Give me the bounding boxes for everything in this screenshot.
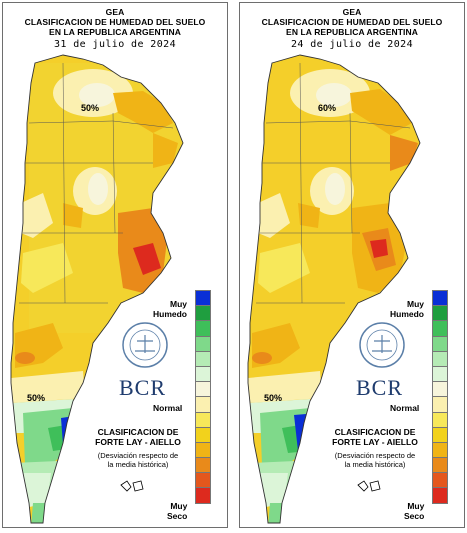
classification-subtitle: (Desviación respecto de la media históri… bbox=[320, 451, 430, 469]
legend-swatch bbox=[432, 350, 448, 367]
classification-title: CLASIFICACION DE FORTE LAY - AIELLO bbox=[320, 427, 430, 447]
legend-top-line2: Humedo bbox=[390, 309, 424, 319]
legend-top-line2: Humedo bbox=[153, 309, 187, 319]
classification-title-line1: CLASIFICACION DE bbox=[334, 427, 416, 437]
legend-swatch bbox=[432, 472, 448, 489]
map-panel-july-31: GEA CLASIFICACION DE HUMEDAD DEL SUELO E… bbox=[2, 2, 228, 528]
legend-swatch bbox=[432, 411, 448, 428]
legend-swatch bbox=[195, 335, 211, 352]
legend-swatch bbox=[195, 396, 211, 413]
argentina-soil-moisture-map: 60% 50% bbox=[247, 54, 421, 524]
legend-bottom-label: Muy Seco bbox=[404, 501, 424, 521]
legend-bottom-line1: Muy bbox=[407, 501, 425, 511]
title-line-1: CLASIFICACION DE HUMEDAD DEL SUELO bbox=[24, 17, 206, 27]
bcr-logo-text: BCR bbox=[119, 375, 167, 400]
contour-label-south: 50% bbox=[264, 393, 282, 403]
org-label: GEA bbox=[105, 7, 125, 17]
bcr-seal-icon bbox=[122, 322, 168, 368]
legend-swatch bbox=[432, 290, 448, 307]
bcr-seal-icon bbox=[359, 322, 405, 368]
classification-subtitle: (Desviación respecto de la media históri… bbox=[83, 451, 193, 469]
legend-bottom-line1: Muy bbox=[170, 501, 188, 511]
title-line-1: CLASIFICACION DE HUMEDAD DEL SUELO bbox=[261, 17, 443, 27]
legend-top-label: Muy Humedo bbox=[390, 299, 424, 319]
legend-swatch bbox=[432, 365, 448, 383]
legend-swatch bbox=[195, 381, 211, 398]
legend-swatch bbox=[432, 396, 448, 413]
contour-label-north: 60% bbox=[318, 103, 336, 113]
title-line-2: EN LA REPUBLICA ARGENTINA bbox=[49, 27, 181, 37]
title-line-2: EN LA REPUBLICA ARGENTINA bbox=[286, 27, 418, 37]
legend-swatch bbox=[195, 411, 211, 428]
legend-bottom-line2: Seco bbox=[404, 511, 425, 521]
legend-swatch bbox=[195, 365, 211, 383]
map-panel-july-24: GEA CLASIFICACION DE HUMEDAD DEL SUELO E… bbox=[239, 2, 465, 528]
legend-bottom-label: Muy Seco bbox=[167, 501, 187, 521]
classification-title: CLASIFICACION DE FORTE LAY - AIELLO bbox=[83, 427, 193, 447]
legend-mid-label: Normal bbox=[153, 403, 183, 413]
legend-swatch bbox=[195, 487, 211, 504]
legend-bottom-line2: Seco bbox=[167, 511, 188, 521]
moisture-legend bbox=[432, 290, 448, 504]
legend-swatch bbox=[195, 441, 211, 459]
legend-swatch bbox=[432, 335, 448, 352]
legend-swatch bbox=[195, 472, 211, 489]
org-label: GEA bbox=[342, 7, 362, 17]
classification-title-line1: CLASIFICACION DE bbox=[97, 427, 179, 437]
classification-subtitle-line1: (Desviación respecto de bbox=[334, 451, 416, 460]
classification-subtitle-line2: la media histórica) bbox=[344, 460, 406, 469]
classification-subtitle-line2: la media histórica) bbox=[107, 460, 169, 469]
moisture-legend bbox=[195, 290, 211, 504]
bcr-logo-text: BCR bbox=[356, 375, 404, 400]
legend-swatch bbox=[432, 441, 448, 459]
legend-swatch bbox=[195, 457, 211, 474]
legend-swatch bbox=[432, 487, 448, 504]
map-date: 24 de julio de 2024 bbox=[291, 39, 413, 50]
legend-swatch bbox=[432, 457, 448, 474]
legend-swatch bbox=[195, 305, 211, 322]
legend-swatch bbox=[195, 320, 211, 337]
legend-top-line1: Muy bbox=[407, 299, 424, 309]
classification-title-line2: FORTE LAY - AIELLO bbox=[332, 437, 418, 447]
legend-swatch bbox=[195, 426, 211, 443]
contour-label-north: 50% bbox=[81, 103, 99, 113]
legend-swatch bbox=[195, 290, 211, 307]
legend-swatch bbox=[195, 350, 211, 367]
legend-swatch bbox=[432, 426, 448, 443]
malvinas-islands-icon bbox=[120, 480, 144, 492]
legend-swatch bbox=[432, 381, 448, 398]
legend-swatch bbox=[432, 305, 448, 322]
argentina-soil-moisture-map: 50% 50% bbox=[10, 54, 184, 524]
legend-swatch bbox=[432, 320, 448, 337]
legend-top-line1: Muy bbox=[170, 299, 187, 309]
legend-mid-label: Normal bbox=[390, 403, 420, 413]
classification-subtitle-line1: (Desviación respecto de bbox=[97, 451, 179, 460]
classification-title-line2: FORTE LAY - AIELLO bbox=[95, 437, 181, 447]
contour-label-south: 50% bbox=[27, 393, 45, 403]
malvinas-islands-icon bbox=[357, 480, 381, 492]
legend-top-label: Muy Humedo bbox=[153, 299, 187, 319]
map-date: 31 de julio de 2024 bbox=[54, 39, 176, 50]
